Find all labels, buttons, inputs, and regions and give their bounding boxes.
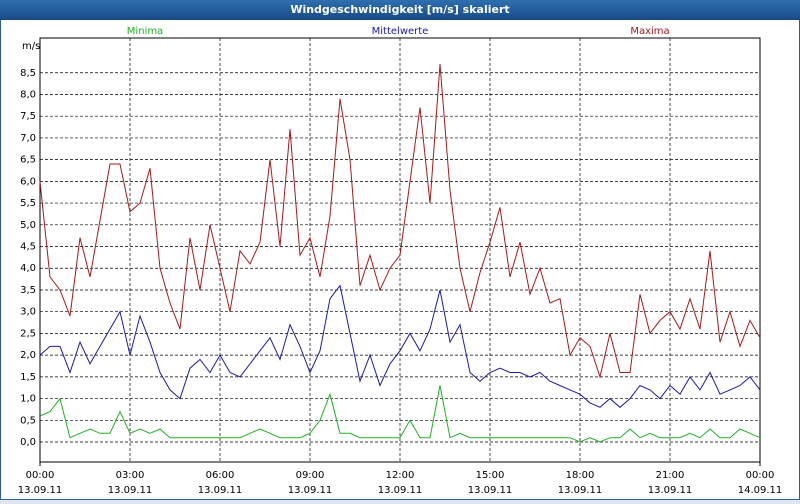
y-tick-label: 6,5	[20, 155, 36, 166]
y-tick-label: 2,0	[20, 350, 36, 361]
y-tick-label: 4,0	[20, 263, 36, 274]
x-tick-date: 13.09.11	[378, 485, 423, 496]
x-tick-date: 13.09.11	[558, 485, 603, 496]
y-tick-label: 8,5	[20, 68, 36, 79]
x-tick-label: 18:00	[566, 470, 595, 481]
x-tick-label: 00:00	[746, 470, 775, 481]
title-bar	[0, 0, 800, 20]
x-tick-label: 00:00	[26, 470, 55, 481]
y-tick-label: 0,0	[20, 437, 36, 448]
legend-entry: Maxima	[630, 26, 669, 37]
x-tick-label: 15:00	[476, 470, 505, 481]
y-tick-label: 2,5	[20, 328, 36, 339]
series-line	[39, 385, 761, 443]
x-tick-date: 13.09.11	[288, 485, 333, 496]
y-tick-label: 3,5	[20, 285, 36, 296]
x-tick-date: 13.09.11	[108, 485, 153, 496]
y-tick-label: 7,0	[20, 133, 36, 144]
y-tick-label: 5,0	[20, 220, 36, 231]
y-tick-label: 6,0	[20, 176, 36, 187]
x-tick-date: 13.09.11	[18, 485, 63, 496]
plot-frame	[39, 37, 761, 463]
x-tick-date: 13.09.11	[648, 485, 693, 496]
x-tick-label: 09:00	[296, 470, 325, 481]
chart-title: Windgeschwindigkeit [m/s] skaliert	[290, 3, 509, 16]
x-tick-label: 21:00	[656, 470, 685, 481]
y-tick-label: 7,5	[20, 111, 36, 122]
y-axis-label: m/s	[22, 41, 40, 52]
x-tick-date: 14.09.11	[738, 485, 783, 496]
x-tick-date: 13.09.11	[468, 485, 513, 496]
y-tick-label: 1,0	[20, 394, 36, 405]
series-line	[39, 284, 761, 408]
y-tick-label: 8,0	[20, 89, 36, 100]
legend-entry: Mittelwerte	[372, 26, 429, 37]
x-tick-label: 03:00	[116, 470, 145, 481]
y-tick-label: 1,5	[20, 372, 36, 383]
series-line	[39, 64, 761, 379]
x-tick-label: 06:00	[206, 470, 235, 481]
legend-entry: Minima	[127, 26, 163, 37]
y-tick-label: 4,5	[20, 242, 36, 253]
y-tick-label: 0,5	[20, 415, 36, 426]
x-tick-date: 13.09.11	[198, 485, 243, 496]
y-tick-label: 5,5	[20, 198, 36, 209]
y-tick-label: 3,0	[20, 307, 36, 318]
x-tick-label: 12:00	[386, 470, 415, 481]
